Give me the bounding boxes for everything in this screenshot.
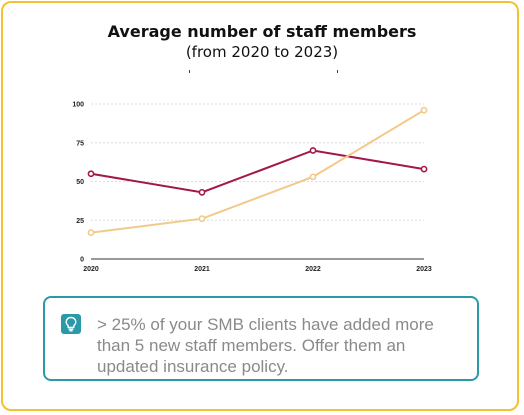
- lightbulb-icon: [61, 314, 81, 334]
- x-tick-label: 2023: [416, 266, 432, 273]
- data-point: [198, 188, 206, 196]
- data-point: [198, 215, 206, 223]
- data-point: [420, 165, 428, 173]
- insight-text: > 25% of your SMB clients have added mor…: [97, 315, 434, 376]
- legend-placeholder: [189, 70, 339, 74]
- y-tick-label: 75: [76, 140, 84, 147]
- data-point: [87, 229, 95, 237]
- data-point: [309, 173, 317, 181]
- x-tick-label: 2020: [83, 266, 99, 273]
- x-tick-label: 2022: [305, 266, 321, 273]
- x-axis: 2020 2021 2022 2023: [83, 266, 432, 273]
- data-point: [87, 170, 95, 178]
- insight-box: > 25% of your SMB clients have added mor…: [43, 296, 479, 381]
- y-axis: 0 25 50 75 100: [72, 102, 84, 264]
- y-tick-label: 100: [72, 102, 84, 109]
- y-tick-label: 50: [76, 179, 84, 186]
- series-line: [90, 149, 425, 194]
- y-tick-label: 0: [80, 257, 84, 264]
- y-tick-label: 25: [76, 218, 84, 225]
- chart-title: Average number of staff members: [107, 22, 417, 41]
- series-line: [90, 109, 425, 234]
- chart-subtitle: (from 2020 to 2023): [185, 43, 339, 61]
- x-tick-label: 2021: [194, 266, 210, 273]
- series-layer: [87, 106, 428, 237]
- data-point: [420, 106, 428, 114]
- data-point: [309, 147, 317, 154]
